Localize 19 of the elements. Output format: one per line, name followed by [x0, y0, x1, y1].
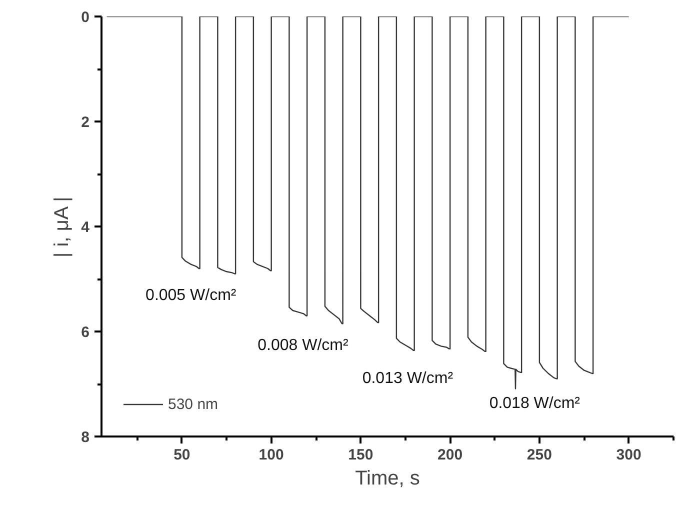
y-tick-label: 6: [81, 324, 90, 341]
x-tick-label: 150: [348, 446, 374, 464]
x-tick-label: 250: [526, 446, 552, 464]
x-tick-label: 300: [616, 446, 642, 464]
x-tick-label: 50: [174, 446, 190, 464]
x-tick-label: 100: [258, 446, 284, 464]
legend-label: 530 nm: [168, 396, 218, 412]
y-tick-label: 2: [81, 114, 90, 131]
y-tick-label: 4: [81, 219, 90, 236]
annotation: 0.018 W/cm²: [489, 394, 581, 412]
x-tick-label: 200: [438, 446, 463, 464]
y-axis-title: | i, μA |: [51, 196, 74, 258]
annotation: 0.013 W/cm²: [362, 370, 454, 388]
line-series: [106, 16, 630, 390]
x-axis-title: Time, s: [355, 468, 420, 490]
y-tick-label: 0: [81, 9, 90, 26]
annotation: 0.005 W/cm²: [146, 286, 237, 304]
annotation: 0.008 W/cm²: [258, 336, 350, 354]
y-tick-label: 8: [81, 429, 90, 446]
